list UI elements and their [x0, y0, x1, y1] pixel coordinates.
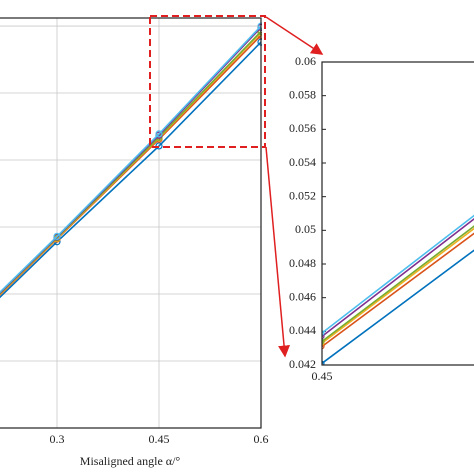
zoom-arrow [265, 146, 291, 358]
series-line [322, 218, 474, 338]
zoom-box [149, 15, 266, 148]
series-line [322, 249, 474, 364]
series-line [322, 214, 474, 334]
y-tick-label: 0.052 [289, 188, 316, 202]
y-tick-label: 0.042 [289, 357, 316, 371]
axes-box [0, 17, 262, 429]
y-tick-label: 0.058 [289, 87, 316, 101]
point-marker [155, 142, 163, 150]
plot-area [322, 62, 474, 365]
point-marker [322, 360, 325, 365]
y-tick-label: 0.054 [289, 155, 316, 169]
zoom-arrow [265, 16, 324, 55]
y-tick-label: 0.06 [295, 54, 316, 68]
series-line [322, 225, 474, 343]
point-marker [322, 338, 325, 345]
point-marker [155, 130, 163, 138]
point-marker [53, 232, 61, 240]
x-tick-label: 0.45 [149, 432, 170, 446]
x-tick-label: 0.3 [50, 432, 65, 446]
plots: 0.3 0.45 0.6 Misaligned angle α/° 0.042 0.044… [0, 17, 474, 468]
x-axis-label: Misaligned angle α/° [80, 454, 181, 468]
plot-area [0, 18, 261, 428]
series-line [0, 25, 262, 294]
series-line [322, 227, 474, 344]
x-tick-label: 0.6 [254, 432, 269, 446]
point-marker [322, 343, 325, 350]
axes-box [321, 61, 474, 366]
x-tick-label: 0.45 [312, 369, 333, 383]
y-tick-label: 0.044 [289, 323, 316, 337]
series-line [322, 232, 474, 348]
y-tick-label: 0.05 [295, 222, 316, 236]
y-tick-label: 0.056 [289, 121, 316, 135]
y-tick-label: 0.048 [289, 256, 316, 270]
point-marker [322, 340, 325, 346]
point-marker [322, 330, 325, 336]
series-group [322, 214, 474, 365]
point-marker [322, 333, 325, 339]
series-line [0, 41, 262, 299]
y-tick-label: 0.046 [289, 289, 316, 303]
